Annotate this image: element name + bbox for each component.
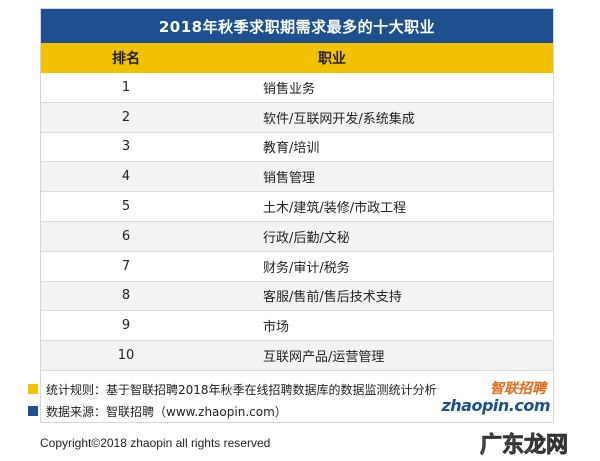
- stat-rule-note: 统计规则：基于智联招聘2018年秋季在线招聘数据库的数据监测统计分析: [28, 378, 468, 400]
- zhaopin-logo: 智联招聘 zhaopin.com: [441, 378, 550, 422]
- table-row: 10 互联网产品/运营管理: [41, 341, 553, 371]
- rank-cell: 3: [121, 139, 131, 155]
- table-title: 2018年秋季求职期需求最多的十大职业: [41, 9, 553, 43]
- job-column-header: 职业: [318, 51, 346, 67]
- table-row: 4 销售管理: [41, 162, 553, 193]
- table-row: 8 客服/售前/售后技术支持: [41, 281, 553, 312]
- logo-en-text: zhaopin.com: [441, 396, 550, 415]
- rank-cell: 7: [121, 258, 131, 274]
- ranking-table-card: 2018年秋季求职期需求最多的十大职业 排名 职业 1 销售业务 2 软件/互联…: [40, 8, 554, 423]
- yellow-square-icon: [28, 384, 38, 394]
- watermark-icon: 广东龙网: [480, 432, 569, 459]
- notes-section: 统计规则：基于智联招聘2018年秋季在线招聘数据库的数据监测统计分析 数据来源：…: [28, 378, 468, 422]
- rank-cell: 6: [121, 228, 131, 244]
- job-cell: 销售业务: [263, 81, 316, 97]
- data-source-note: 数据来源：智联招聘（www.zhaopin.com）: [28, 400, 468, 422]
- rank-cell: 8: [121, 288, 131, 304]
- blue-square-icon: [28, 406, 38, 416]
- site-watermark: 广东龙网: [478, 429, 596, 459]
- job-cell: 互联网产品/运营管理: [263, 350, 385, 366]
- rank-column-header: 排名: [112, 51, 140, 67]
- job-cell: 财务/审计/税务: [263, 260, 350, 276]
- rank-cell: 5: [121, 199, 131, 215]
- table-row: 6 行政/后勤/文秘: [41, 221, 553, 252]
- rank-cell: 1: [121, 79, 131, 95]
- table-row: 3 教育/培训: [41, 132, 553, 163]
- rank-cell: 4: [121, 169, 131, 185]
- logo-cn-text: 智联招聘: [490, 381, 546, 397]
- table-row: 2 软件/互联网开发/系统集成: [41, 102, 553, 133]
- table-row: 1 销售业务: [41, 73, 553, 103]
- copyright-text: Copyright©2018 zhaopin all rights reserv…: [40, 436, 271, 450]
- table-row: 9 市场: [41, 311, 553, 342]
- data-source-text: 数据来源：智联招聘（www.zhaopin.com）: [46, 404, 287, 419]
- job-cell: 客服/售前/售后技术支持: [263, 290, 402, 306]
- job-cell: 土木/建筑/装修/市政工程: [263, 201, 407, 217]
- rank-cell: 9: [121, 318, 131, 334]
- job-cell: 软件/互联网开发/系统集成: [263, 111, 415, 127]
- table-row: 5 土木/建筑/装修/市政工程: [41, 192, 553, 222]
- svg-text:广东龙网: 广东龙网: [480, 432, 568, 458]
- stat-rule-text: 统计规则：基于智联招聘2018年秋季在线招聘数据库的数据监测统计分析: [46, 382, 437, 397]
- rank-cell: 10: [117, 348, 135, 364]
- table-body: 1 销售业务 2 软件/互联网开发/系统集成 3 教育/培训 4 销售管理 5 …: [41, 73, 553, 371]
- rank-cell: 2: [121, 109, 131, 125]
- job-cell: 销售管理: [263, 171, 316, 187]
- table-header-row: 排名 职业: [41, 43, 553, 73]
- job-cell: 教育/培训: [263, 141, 320, 157]
- job-cell: 市场: [263, 320, 290, 336]
- table-row: 7 财务/审计/税务: [41, 251, 553, 282]
- job-cell: 行政/后勤/文秘: [263, 230, 350, 246]
